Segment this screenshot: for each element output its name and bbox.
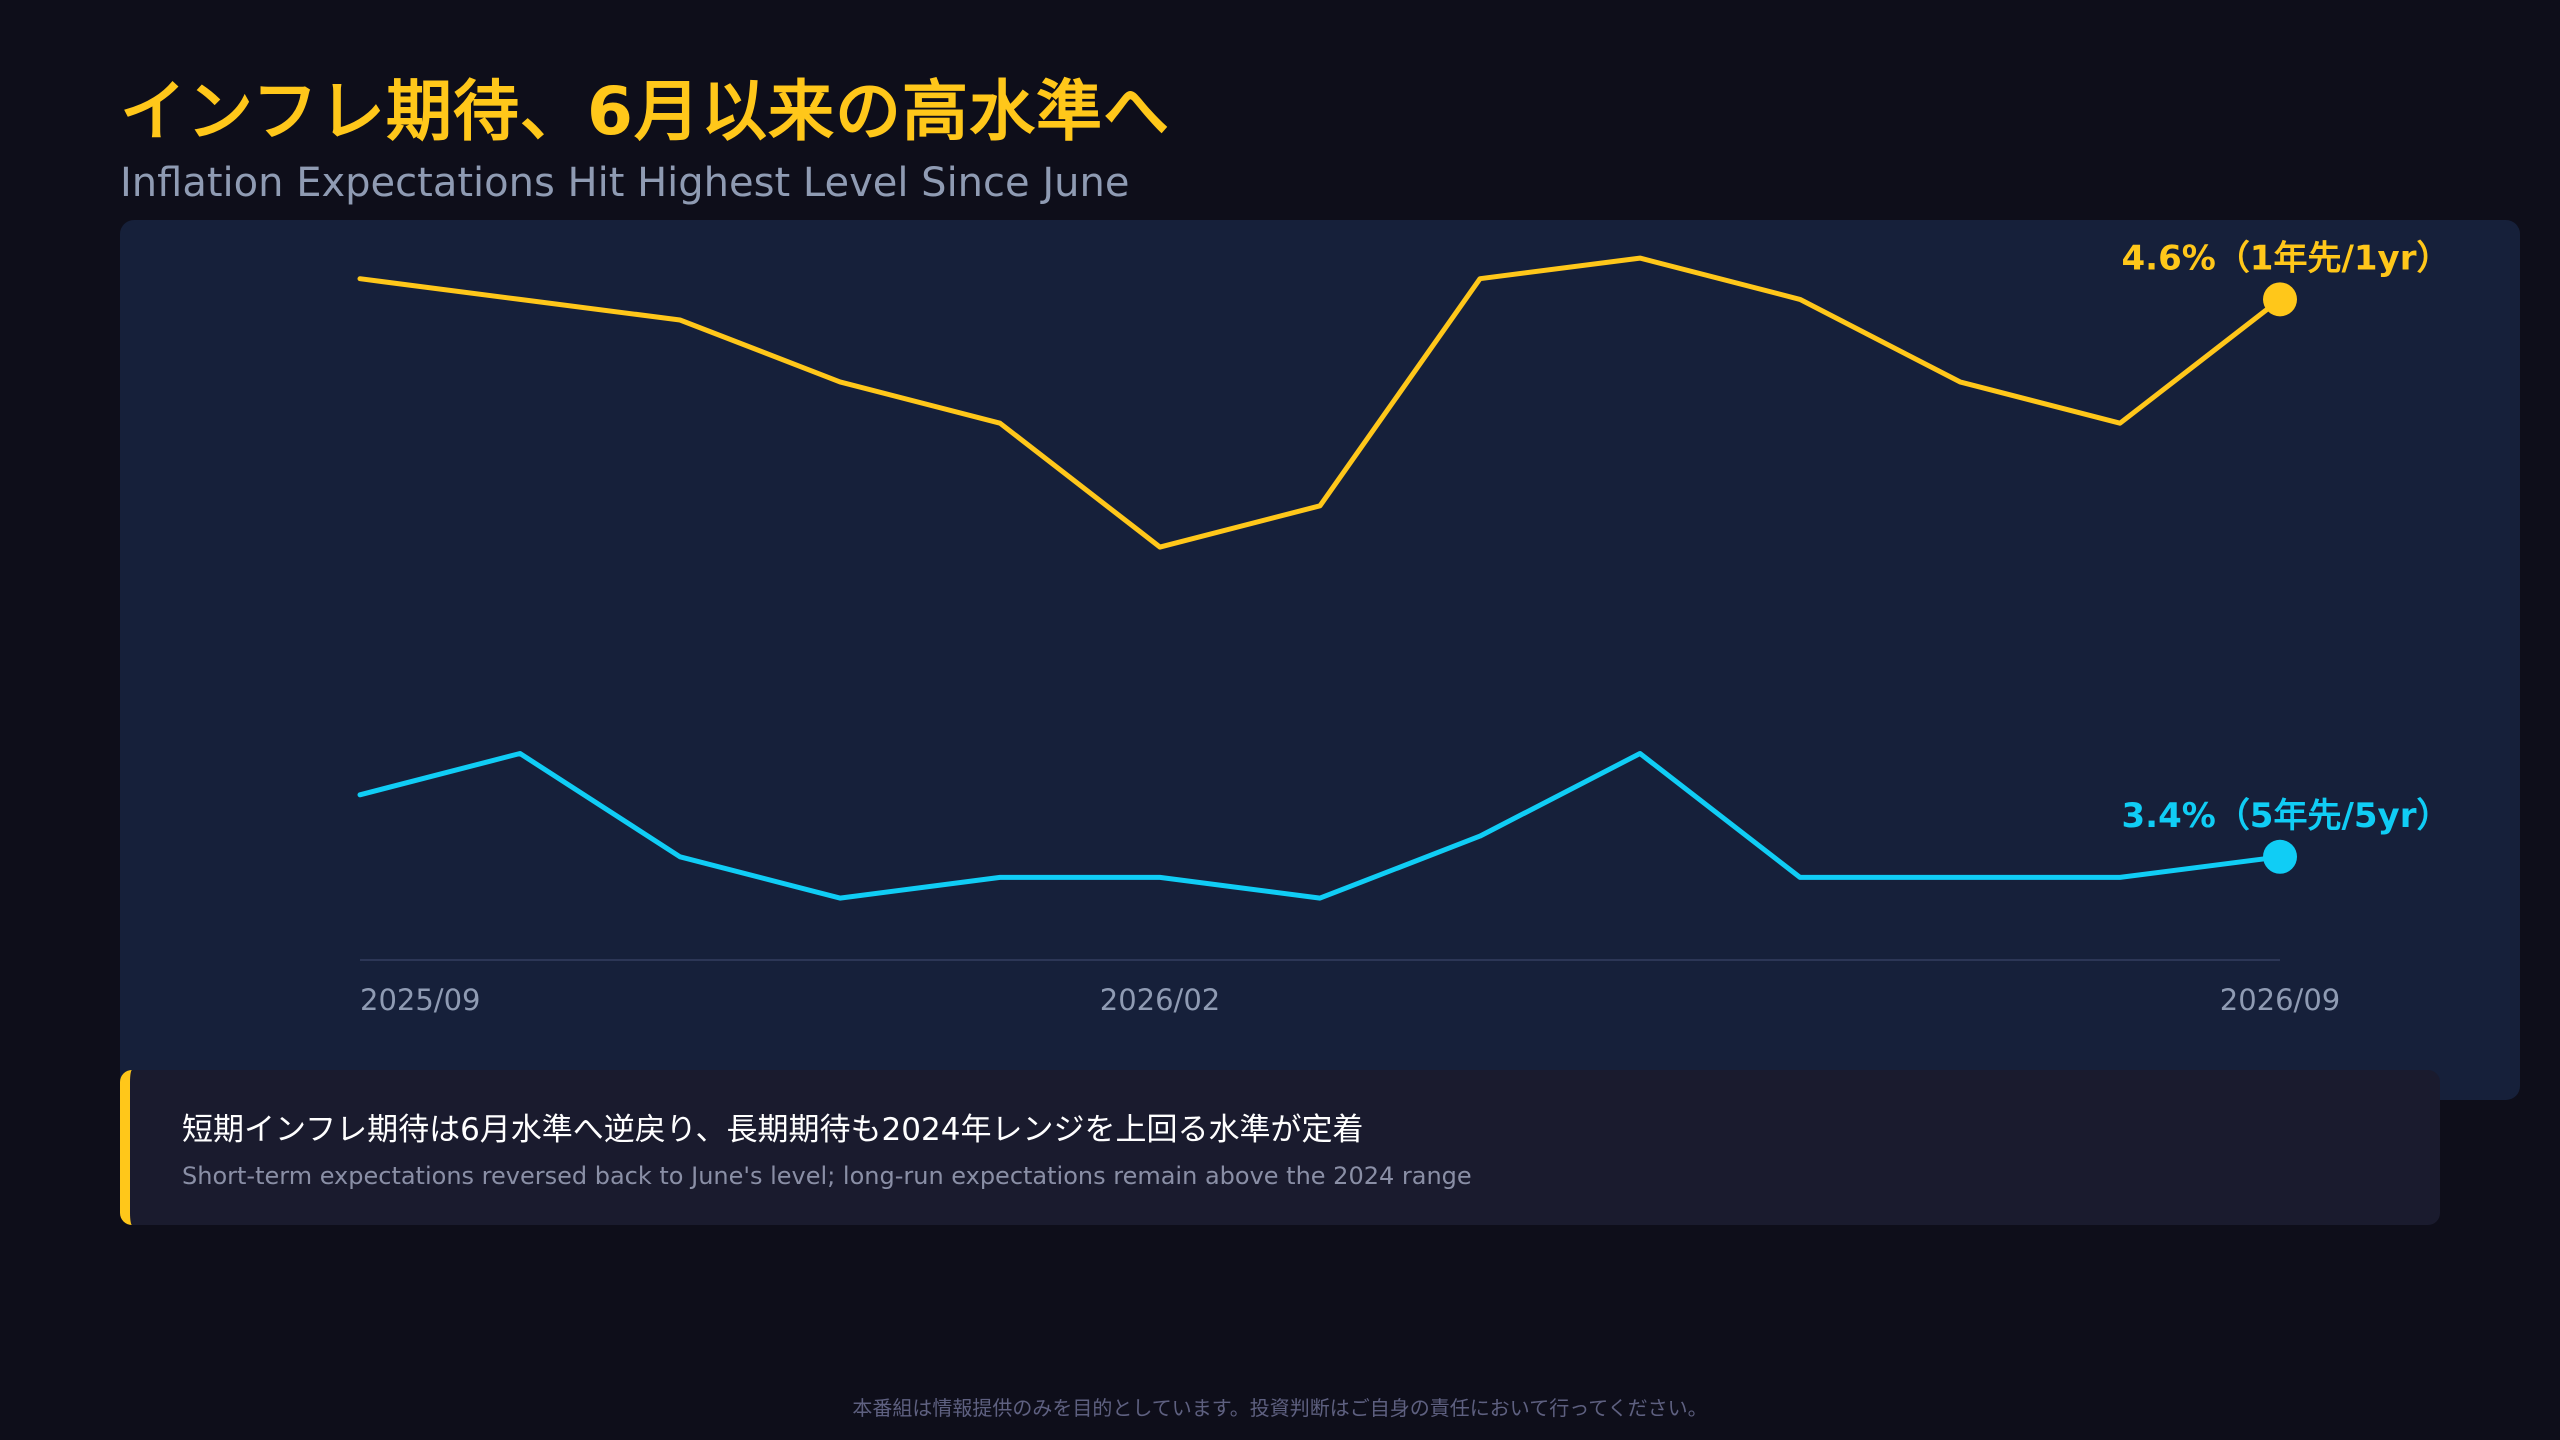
page-subtitle: Inflation Expectations Hit Highest Level…	[120, 160, 1130, 206]
x-tick-label: 2026/09	[2220, 983, 2340, 1017]
line-chart: 2025/09 2026/02 2026/09 4.6%（1年先/1yr） 3.4%（…	[357, 238, 2451, 1017]
series-endpoint-one_year	[2263, 282, 2297, 317]
disclaimer-text: 本番組は情報提供のみを目的としています。投資判断はご自身の責任において行ってくだ…	[852, 1396, 1708, 1420]
x-tick-label: 2026/02	[1100, 983, 1220, 1017]
callout-text-en: Short-term expectations reversed back to…	[182, 1162, 1472, 1190]
chart-panel: 2025/09 2026/02 2026/09 4.6%（1年先/1yr） 3.4%（…	[120, 220, 2520, 1100]
series-end-label-five_year: 3.4%（5年先/5yr）	[2122, 796, 2451, 836]
end-labels: 4.6%（1年先/1yr） 3.4%（5年先/5yr）	[2122, 238, 2451, 835]
series-line-one_year	[357, 255, 2283, 550]
series-line-five_year	[357, 751, 2283, 901]
summary-callout: 短期インフレ期待は6月水準へ逆戻り、長期期待も2024年レンジを上回る水準が定着…	[120, 1070, 2440, 1225]
series-end-label-one_year: 4.6%（1年先/1yr）	[2122, 238, 2451, 278]
series-endpoint-five_year	[2263, 839, 2297, 874]
x-tick-label: 2025/09	[360, 983, 480, 1017]
x-tick-labels: 2025/09 2026/02 2026/09	[360, 983, 2340, 1017]
callout-text-ja: 短期インフレ期待は6月水準へ逆戻り、長期期待も2024年レンジを上回る水準が定着	[182, 1112, 1364, 1148]
page-title: インフレ期待、6月以来の高水準へ	[120, 73, 1170, 150]
series-layer	[357, 255, 2297, 901]
